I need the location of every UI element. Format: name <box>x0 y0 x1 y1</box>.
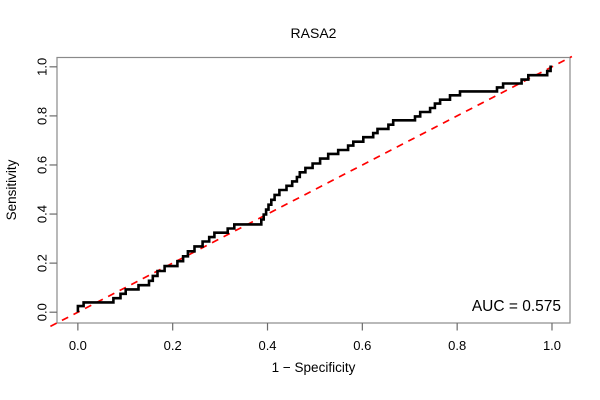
chance-diagonal-line <box>50 55 573 328</box>
y-axis-title: Sensitivity <box>4 159 19 220</box>
auc-annotation: AUC = 0.575 <box>472 298 561 315</box>
x-tick-label: 0.4 <box>258 338 276 353</box>
y-tick-label: 0.2 <box>35 254 50 272</box>
y-axis-ticks: 0.0 0.2 0.4 0.6 0.8 1.0 <box>35 58 57 321</box>
y-tick-label: 1.0 <box>35 58 50 76</box>
x-tick-label: 0.6 <box>353 338 371 353</box>
y-tick-label: 0.6 <box>35 156 50 174</box>
x-axis-ticks: 0.0 0.2 0.4 0.6 0.8 1.0 <box>69 323 561 353</box>
x-axis-title: 1 − Specificity <box>272 360 356 375</box>
y-tick-label: 0.4 <box>35 205 50 223</box>
x-tick-label: 0.8 <box>448 338 466 353</box>
x-tick-label: 0.0 <box>69 338 87 353</box>
x-tick-label: 0.2 <box>164 338 182 353</box>
y-tick-label: 0.0 <box>35 303 50 321</box>
plot-border-box <box>56 56 571 324</box>
y-tick-label: 0.8 <box>35 107 50 125</box>
x-tick-label: 1.0 <box>543 338 561 353</box>
chart-title: RASA2 <box>291 25 337 41</box>
roc-step-curve <box>76 65 552 313</box>
